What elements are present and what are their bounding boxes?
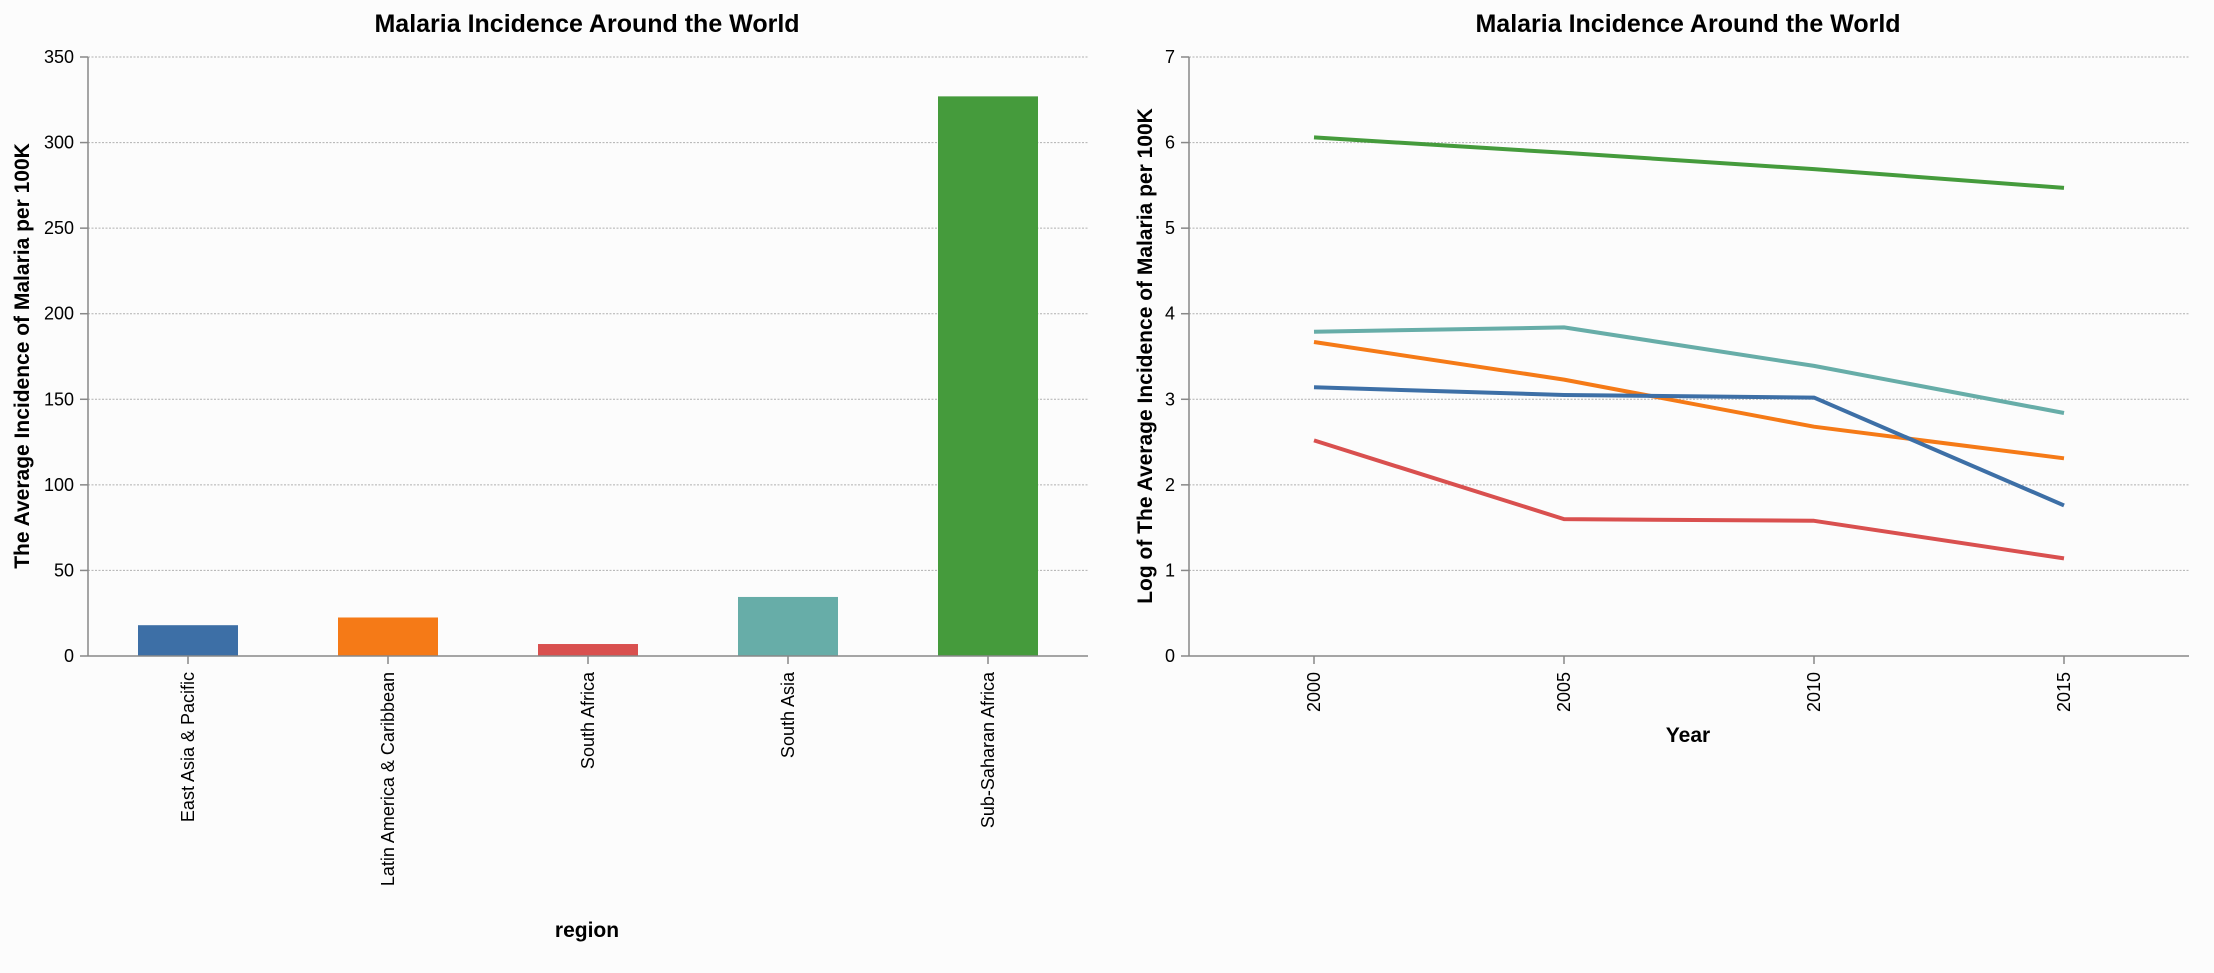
bar — [338, 617, 438, 656]
bar — [138, 625, 238, 656]
line-chart-title: Malaria Incidence Around the World — [1475, 10, 1900, 38]
line-y-tick-label: 3 — [1165, 389, 1175, 409]
line-marks — [1313, 135, 2065, 561]
line-y-tick-label: 7 — [1165, 47, 1175, 67]
bar-y-tick-label: 100 — [44, 475, 74, 495]
bar-y-tick-label: 150 — [44, 389, 74, 409]
bar-x-tick-label: South Asia — [778, 671, 798, 758]
bar-y-tick-label: 300 — [44, 133, 74, 153]
bar-y-tick-label: 50 — [54, 560, 74, 580]
series-line — [1313, 385, 2065, 508]
bar-gridlines — [88, 56, 1088, 571]
series-line — [1313, 340, 2065, 461]
bar-y-tick-label: 250 — [44, 218, 74, 238]
bar-marks — [138, 96, 1038, 656]
bar — [938, 96, 1038, 656]
line-x-tick-label: 2015 — [2054, 672, 2074, 712]
line-y-tick-label: 0 — [1165, 646, 1175, 666]
line-x-tick-label: 2000 — [1304, 672, 1324, 712]
bar-x-tick-label: Sub-Saharan Africa — [978, 671, 998, 828]
bar-y-tick-label: 350 — [44, 47, 74, 67]
bar-y-axis-title: The Average Incidence of Malaria per 100… — [11, 143, 34, 569]
bar-x-axis-title: region — [555, 919, 619, 942]
line-y-axis-title: Log of The Average Incidence of Malaria … — [1134, 108, 1157, 604]
line-x-tick-label: 2010 — [1804, 672, 1824, 712]
series-line — [1313, 135, 2065, 190]
line-axes: 0 1 2 3 4 5 6 7 2000 2005 2010 2015 — [1165, 47, 2189, 712]
line-y-tick-label: 2 — [1165, 475, 1175, 495]
line-y-tick-label: 6 — [1165, 133, 1175, 153]
bar — [738, 596, 838, 656]
bar — [538, 644, 638, 656]
bar-chart: Malaria Incidence Around the World 0 50 10… — [11, 10, 1088, 942]
line-chart: Malaria Incidence Around the World 0 1 2 3 4… — [1134, 10, 2189, 747]
bar-x-tick-label: Latin America & Caribbean — [378, 672, 398, 886]
series-line — [1313, 438, 2065, 561]
line-x-axis-title: Year — [1666, 724, 1710, 747]
bar-x-tick-label: South Africa — [578, 671, 598, 769]
bar-y-tick-label: 0 — [64, 646, 74, 666]
line-x-tick-label: 2005 — [1554, 672, 1574, 712]
series-line — [1313, 325, 2065, 415]
bar-axes: 0 50 100 150 200 250 300 350 East Asia & Pacific… — [44, 47, 1088, 886]
bar-x-tick-label: East Asia & Pacific — [178, 672, 198, 822]
line-y-tick-label: 5 — [1165, 218, 1175, 238]
line-y-tick-label: 4 — [1165, 304, 1175, 324]
line-gridlines — [1189, 56, 2189, 571]
bar-y-tick-label: 200 — [44, 304, 74, 324]
line-y-tick-label: 1 — [1165, 560, 1175, 580]
bar-chart-title: Malaria Incidence Around the World — [374, 10, 799, 38]
